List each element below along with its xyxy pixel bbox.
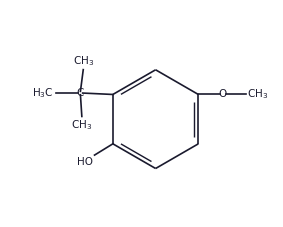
Text: CH$_3$: CH$_3$ — [73, 54, 94, 68]
Text: CH$_3$: CH$_3$ — [247, 88, 268, 101]
Text: CH$_3$: CH$_3$ — [71, 118, 93, 132]
Text: C: C — [77, 88, 84, 98]
Text: H$_3$C: H$_3$C — [32, 86, 54, 100]
Text: O: O — [218, 89, 226, 99]
Text: HO: HO — [77, 156, 93, 167]
